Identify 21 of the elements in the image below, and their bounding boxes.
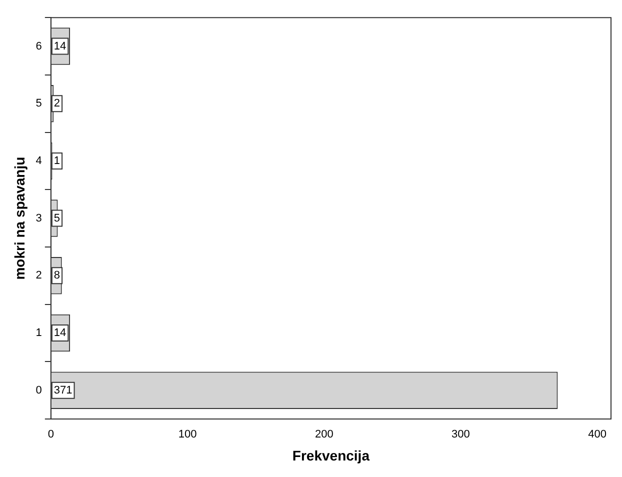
- y-tick-label: 1: [36, 327, 42, 340]
- x-tick-label: 0: [48, 428, 54, 441]
- data-label: 5: [54, 212, 60, 224]
- x-tick-label: 100: [178, 428, 197, 441]
- x-tick-label: 200: [314, 428, 334, 441]
- x-tick-label: 300: [452, 428, 470, 441]
- data-label: 2: [54, 98, 60, 110]
- y-tick-label: 2: [36, 270, 42, 282]
- y-tick-label: 6: [36, 40, 42, 52]
- y-tick-label: 4: [36, 154, 42, 167]
- data-label: 1: [54, 154, 60, 167]
- y-tick-label: 3: [36, 212, 42, 224]
- y-tick-label: 0: [36, 384, 42, 396]
- data-label: 371: [54, 384, 72, 396]
- x-tick-label: 400: [588, 428, 607, 441]
- data-label: 8: [54, 270, 60, 282]
- data-label: 14: [54, 327, 66, 340]
- y-tick-label: 5: [36, 98, 42, 110]
- data-label: 14: [54, 40, 66, 52]
- y-axis-title: mokri na spavanju: [11, 156, 28, 280]
- x-axis-title: Frekvencija: [292, 447, 370, 464]
